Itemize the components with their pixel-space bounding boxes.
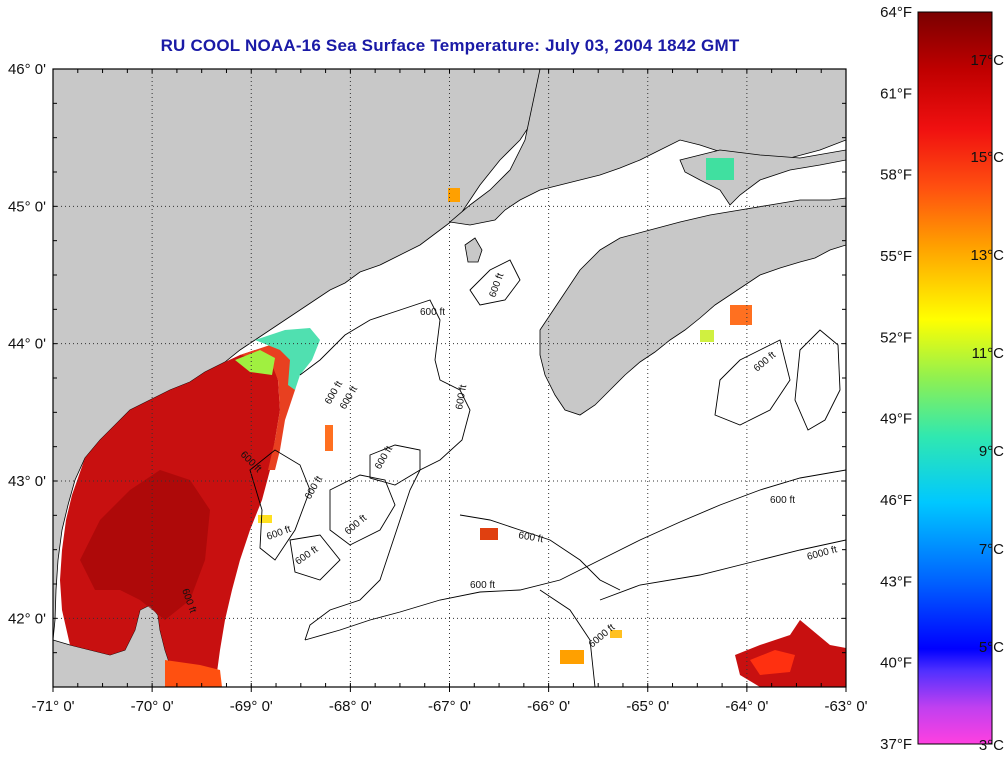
contour-label: 600 ft [770, 495, 795, 506]
contour-label: 600 ft [470, 580, 495, 591]
colorbar-c-label: 7°C [979, 541, 1004, 558]
colorbar-celsius-labels: 17°C 15°C 13°C 11°C 9°C 7°C 5°C 3°C [970, 52, 1004, 754]
sst-south-patch [165, 660, 222, 687]
latitude-label: 42° 0' [8, 610, 46, 627]
colorbar-c-label: 13°C [970, 247, 1004, 264]
land-new-england [53, 69, 541, 641]
colorbar-f-label: 40°F [880, 655, 912, 672]
sst-cool-band-inner [235, 350, 275, 375]
axis-ticks [52, 68, 847, 692]
longitude-label: -65° 0' [626, 698, 669, 715]
colorbar-c-label: 9°C [979, 443, 1004, 460]
longitude-label: -68° 0' [329, 698, 372, 715]
longitude-label: -67° 0' [428, 698, 471, 715]
colorbar [917, 11, 993, 745]
colorbar-f-label: 58°F [880, 167, 912, 184]
latitude-label: 46° 0' [8, 61, 46, 78]
contour-label: 600 ft [454, 384, 469, 411]
colorbar-c-label: 15°C [970, 149, 1004, 166]
latitude-label: 43° 0' [8, 473, 46, 490]
land-island [464, 237, 483, 263]
longitude-label: -71° 0' [31, 698, 74, 715]
colorbar-f-label: 55°F [880, 248, 912, 265]
sst-orange-edge [240, 340, 300, 470]
contour-label: 600 ft [517, 530, 544, 545]
colorbar-c-label: 11°C [972, 345, 1005, 362]
longitude-label: -66° 0' [527, 698, 570, 715]
latitude-label: 45° 0' [8, 198, 46, 215]
sst-spot [325, 425, 333, 451]
longitude-label: -63° 0' [824, 698, 867, 715]
colorbar-f-label: 37°F [880, 736, 912, 753]
sst-spot [480, 528, 498, 540]
land-nova-scotia [539, 197, 846, 416]
colorbar-c-label: 3°C [979, 737, 1004, 754]
colorbar-f-label: 46°F [880, 492, 912, 509]
sst-southeast-patch-bright [750, 650, 795, 675]
longitude-label: -69° 0' [230, 698, 273, 715]
longitude-label: -70° 0' [131, 698, 174, 715]
longitude-label: -64° 0' [725, 698, 768, 715]
contour-label: 600 ft [420, 307, 445, 318]
colorbar-f-label: 43°F [880, 573, 912, 590]
sst-spot [706, 158, 734, 180]
colorbar-fahrenheit-labels: 64°F 61°F 58°F 55°F 52°F 49°F 46°F 43°F 40°F 37°F [880, 4, 912, 753]
colorbar-c-label: 17°C [970, 52, 1004, 69]
colorbar-f-label: 52°F [880, 329, 912, 346]
graticule-grid [53, 69, 846, 687]
bathymetry-contours [249, 259, 846, 687]
sst-spot [258, 515, 272, 523]
colorbar-f-label: 49°F [880, 411, 912, 428]
sst-spot [730, 305, 752, 325]
longitude-labels: -71° 0' -70° 0' -69° 0' -68° 0' -67° 0' -66° … [31, 698, 867, 715]
sst-spot [700, 330, 714, 342]
colorbar-c-label: 5°C [979, 639, 1004, 656]
sst-spot [448, 188, 460, 202]
sst-spot [560, 650, 584, 664]
latitude-label: 44° 0' [8, 336, 46, 353]
sst-spot [610, 630, 622, 638]
colorbar-f-label: 64°F [880, 4, 912, 21]
sst-cool-band [255, 328, 320, 390]
latitude-labels: 46° 0' 45° 0' 44° 0' 43° 0' 42° 0' [8, 61, 46, 627]
sst-warmer-core [80, 470, 210, 620]
colorbar-f-label: 61°F [880, 85, 912, 102]
map-title: RU COOL NOAA-16 Sea Surface Temperature:… [160, 36, 740, 55]
